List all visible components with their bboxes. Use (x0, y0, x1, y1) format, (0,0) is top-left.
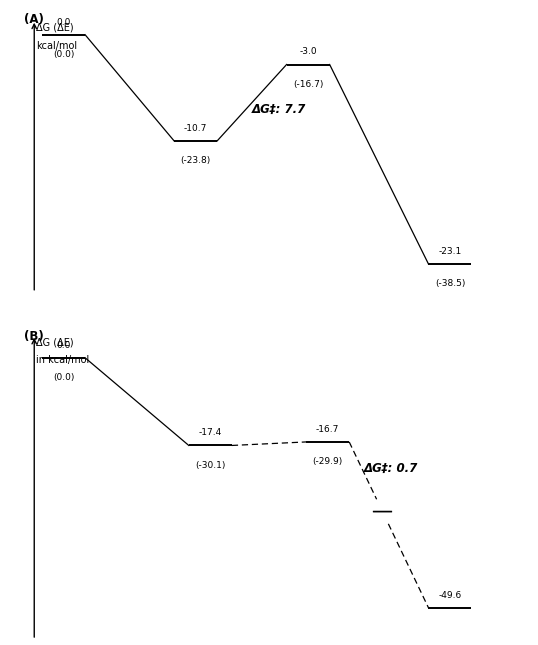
Text: (0.0): (0.0) (53, 50, 74, 59)
Text: (-29.9): (-29.9) (313, 457, 343, 466)
Text: -17.4: -17.4 (199, 428, 222, 437)
Text: ΔG (ΔE): ΔG (ΔE) (36, 23, 74, 33)
Text: (B): (B) (24, 330, 44, 343)
Text: ΔG‡: 0.7: ΔG‡: 0.7 (364, 462, 419, 475)
Text: kcal/mol: kcal/mol (36, 41, 77, 50)
Text: 0.0: 0.0 (56, 17, 71, 26)
Text: ΔG‡: 7.7: ΔG‡: 7.7 (252, 103, 306, 115)
Text: (A): (A) (24, 13, 44, 26)
Text: (0.0): (0.0) (53, 373, 74, 382)
Text: (-23.8): (-23.8) (181, 156, 211, 165)
Text: (-16.7): (-16.7) (293, 80, 323, 89)
Text: (-38.5): (-38.5) (435, 279, 465, 288)
Text: ΔG (ΔE): ΔG (ΔE) (36, 337, 74, 348)
Text: -3.0: -3.0 (299, 48, 317, 57)
Text: in kcal/mol: in kcal/mol (36, 355, 89, 365)
Text: (-30.1): (-30.1) (195, 461, 225, 470)
Text: 0.0: 0.0 (56, 341, 71, 350)
Text: -49.6: -49.6 (438, 591, 462, 600)
Text: -10.7: -10.7 (184, 124, 207, 133)
Text: -23.1: -23.1 (438, 247, 462, 256)
Text: -16.7: -16.7 (316, 425, 339, 434)
